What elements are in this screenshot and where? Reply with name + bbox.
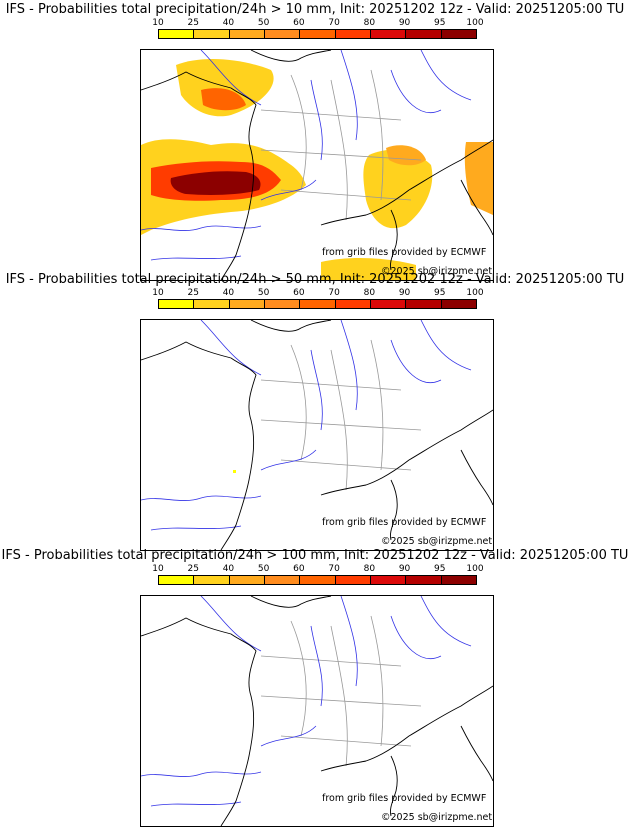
copyright-credit: ©2025 sb@irizpme.net (381, 812, 493, 823)
colorbar-tick-label: 95 (434, 288, 446, 298)
precip-probability-map: from grib files provided by ECMWF ©2025 … (140, 319, 494, 551)
colorbar-segment (335, 576, 371, 584)
map-panel-50mm: IFS - Probabilities total precipitation/… (0, 272, 630, 551)
colorbar-segment (370, 30, 407, 38)
colorbar-tick-label: 100 (466, 18, 484, 28)
colorbar-segment (335, 300, 371, 308)
colorbar-tick-label: 100 (466, 288, 484, 298)
colorbar (158, 299, 477, 309)
colorbar-segment (406, 576, 442, 584)
map-panel-10mm: IFS - Probabilities total precipitation/… (0, 2, 630, 281)
colorbar-tick-label: 50 (257, 18, 270, 28)
colorbar-ticks: 10 25 40 50 60 70 80 90 95 100 (152, 18, 483, 28)
colorbar-segment (264, 300, 301, 308)
colorbar-segment (264, 30, 301, 38)
colorbar-tick-label: 95 (434, 564, 446, 574)
copyright-credit: ©2025 sb@irizpme.net (381, 536, 493, 547)
colorbar-tick-label: 25 (187, 18, 199, 28)
colorbar-tick-label: 80 (363, 18, 376, 28)
colorbar-ticks: 10 25 40 50 60 70 80 90 95 100 (152, 564, 483, 574)
coastlines (141, 320, 493, 550)
copyright-credit: ©2025 sb@irizpme.net (381, 266, 493, 277)
colorbar-tick-label: 70 (328, 18, 340, 28)
colorbar-segment (441, 300, 476, 308)
map-panel-100mm: IFS - Probabilities total precipitation/… (0, 548, 630, 827)
colorbar-segment (441, 576, 476, 584)
colorbar (158, 575, 477, 585)
panel-title: IFS - Probabilities total precipitation/… (5, 272, 625, 287)
panel-title: IFS - Probabilities total precipitation/… (5, 2, 625, 17)
colorbar-tick-label: 90 (398, 18, 411, 28)
colorbar-segment (406, 300, 442, 308)
colorbar-segment (159, 576, 195, 584)
colorbar-tick-label: 90 (398, 564, 411, 574)
colorbar-tick-label: 80 (363, 288, 376, 298)
precip-area-brittany-inner (201, 88, 246, 111)
colorbar-tick-label: 10 (152, 564, 164, 574)
country-borders (260, 339, 422, 491)
map-layer (141, 596, 493, 826)
precip-probability-map: from grib files provided by ECMWF ©2025 … (140, 49, 494, 281)
colorbar-segment (264, 576, 301, 584)
colorbar-segment (441, 30, 476, 38)
colorbar-tick-label: 25 (187, 564, 199, 574)
precip-area-alps (386, 145, 426, 166)
colorbar-tick-label: 40 (222, 564, 235, 574)
panel-title: IFS - Probabilities total precipitation/… (1, 548, 629, 563)
colorbar-segment (229, 30, 265, 38)
colorbar-tick-label: 40 (222, 18, 235, 28)
precip-area-brittany (176, 58, 274, 117)
colorbar-segment (159, 30, 195, 38)
rivers (141, 320, 472, 531)
colorbar-tick-label: 25 (187, 288, 199, 298)
colorbar-segment (335, 30, 371, 38)
colorbar-segment (300, 300, 336, 308)
colorbar-tick-label: 80 (363, 564, 376, 574)
colorbar-segment (300, 576, 336, 584)
map-layer (141, 50, 493, 280)
coastlines (141, 50, 493, 280)
colorbar-tick-label: 60 (293, 288, 305, 298)
precip-area-italy (464, 142, 493, 215)
colorbar-tick-label: 90 (398, 288, 411, 298)
colorbar-segment (406, 30, 442, 38)
data-source-credit: from grib files provided by ECMWF (322, 793, 487, 804)
coastlines (141, 596, 493, 826)
data-source-credit: from grib files provided by ECMWF (322, 517, 487, 528)
colorbar-segment (229, 576, 265, 584)
precip-area-core (170, 171, 261, 195)
country-borders (260, 615, 422, 767)
map-layer (141, 320, 493, 550)
precip-area-south (321, 258, 416, 280)
data-source-credit: from grib files provided by ECMWF (322, 247, 487, 258)
precip-dot (233, 470, 236, 473)
colorbar-segment (300, 30, 336, 38)
colorbar-segment (159, 300, 195, 308)
colorbar-tick-label: 60 (293, 564, 305, 574)
colorbar-tick-label: 50 (257, 564, 270, 574)
precip-field (141, 58, 493, 280)
colorbar-tick-label: 70 (328, 288, 340, 298)
colorbar-tick-label: 100 (466, 564, 484, 574)
colorbar-tick-label: 70 (328, 564, 340, 574)
colorbar-tick-label: 50 (257, 288, 270, 298)
colorbar-segment (370, 300, 407, 308)
rivers (141, 596, 472, 807)
colorbar-tick-label: 10 (152, 288, 164, 298)
colorbar-segment (370, 576, 407, 584)
colorbar-tick-label: 40 (222, 288, 235, 298)
rivers (141, 50, 472, 261)
colorbar-tick-label: 95 (434, 18, 446, 28)
precip-probability-map: from grib files provided by ECMWF ©2025 … (140, 595, 494, 827)
colorbar-segment (194, 576, 230, 584)
colorbar-tick-label: 60 (293, 18, 305, 28)
colorbar-segment (194, 30, 230, 38)
colorbar-tick-label: 10 (152, 18, 164, 28)
country-borders (260, 69, 422, 221)
colorbar-ticks: 10 25 40 50 60 70 80 90 95 100 (152, 288, 483, 298)
colorbar (158, 29, 477, 39)
colorbar-segment (229, 300, 265, 308)
colorbar-segment (194, 300, 230, 308)
